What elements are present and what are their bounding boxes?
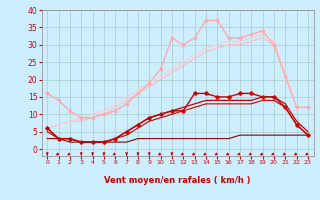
X-axis label: Vent moyen/en rafales ( km/h ): Vent moyen/en rafales ( km/h ) (104, 176, 251, 185)
